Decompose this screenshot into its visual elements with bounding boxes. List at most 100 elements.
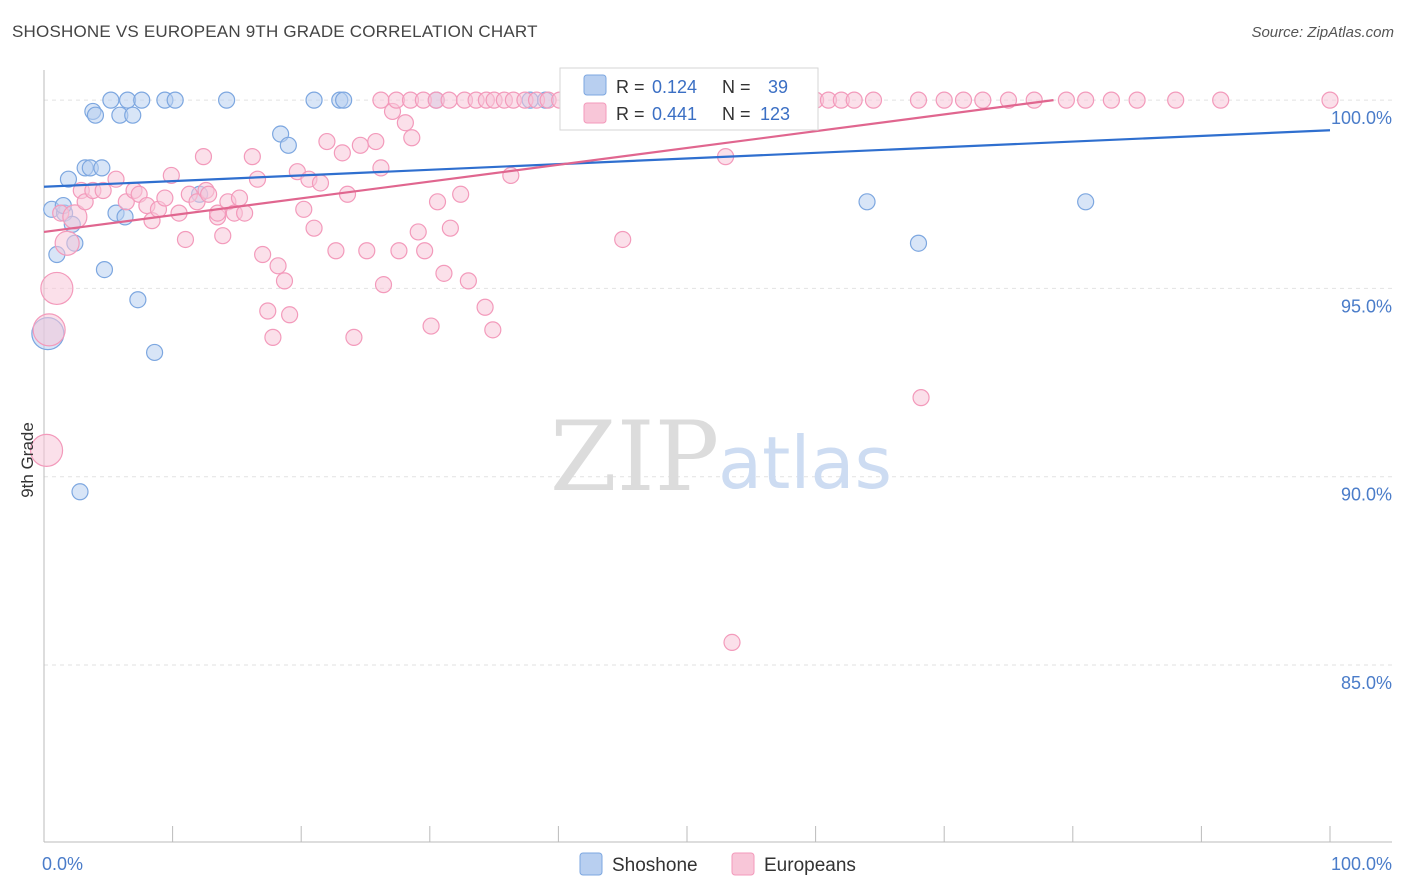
- point-europeans-111: [935, 91, 953, 109]
- point-europeans-36: [259, 302, 277, 320]
- point-europeans-23: [194, 148, 213, 166]
- point-europeans-74: [440, 91, 458, 109]
- point-shoshone-14: [95, 260, 114, 279]
- point-shoshone-29: [279, 136, 297, 154]
- point-europeans-128: [723, 633, 741, 652]
- point-europeans-39: [275, 272, 294, 290]
- point-europeans-52: [358, 242, 376, 260]
- point-europeans-57: [390, 242, 408, 260]
- series-legend-swatch-shoshone: [579, 852, 603, 876]
- legend-n-value-2: 123: [760, 104, 790, 124]
- chart-title: SHOSHONE VS EUROPEAN 9TH GRADE CORRELATI…: [12, 22, 538, 41]
- point-europeans-42: [295, 200, 313, 218]
- point-europeans-65: [441, 219, 459, 237]
- point-europeans-35: [254, 245, 272, 264]
- point-europeans-47: [327, 242, 345, 260]
- point-europeans-33: [243, 148, 261, 166]
- legend-r-value-2: 0.441: [652, 104, 697, 124]
- point-shoshone-23: [145, 343, 164, 362]
- point-shoshone-32: [335, 91, 353, 109]
- point-shoshone-20: [124, 106, 142, 124]
- data-points: [29, 91, 1339, 652]
- point-europeans-60: [409, 223, 427, 241]
- series-legend-swatch-europeans: [731, 852, 755, 876]
- legend-n-label-1: N =: [722, 77, 751, 97]
- point-europeans-121: [1212, 91, 1230, 109]
- point-shoshone-36: [858, 193, 876, 211]
- point-shoshone-37: [909, 234, 928, 252]
- x-tick-label-0: 0.0%: [42, 854, 83, 874]
- point-europeans-25: [200, 185, 218, 203]
- point-europeans-127: [912, 389, 930, 407]
- point-europeans-50: [345, 328, 363, 346]
- point-europeans-69: [372, 91, 390, 109]
- point-shoshone-22: [133, 91, 151, 109]
- x-ticks: 0.0% 100.0%: [42, 826, 1392, 874]
- point-europeans-53: [367, 132, 385, 151]
- point-shoshone-8: [71, 483, 89, 501]
- point-shoshone-30: [305, 91, 323, 109]
- point-shoshone-15: [102, 91, 120, 109]
- point-europeans-67: [459, 272, 477, 290]
- point-europeans-2: [40, 271, 74, 306]
- point-europeans-9: [94, 181, 112, 200]
- watermark-zip: ZIP: [550, 401, 719, 513]
- x-tick-label-1: 100.0%: [1331, 854, 1392, 874]
- trend-lines: [43, 99, 1331, 234]
- point-europeans-117: [1077, 91, 1095, 109]
- point-europeans-49: [338, 185, 357, 203]
- point-europeans-38: [269, 257, 287, 275]
- point-europeans-18: [162, 166, 180, 185]
- point-europeans-1: [32, 313, 66, 347]
- point-europeans-113: [974, 91, 992, 109]
- point-europeans-114: [999, 91, 1018, 109]
- point-europeans-54: [372, 159, 390, 177]
- legend-r-label-1: R =: [616, 77, 645, 97]
- point-europeans-31: [230, 189, 249, 207]
- point-europeans-48: [333, 144, 351, 162]
- point-europeans-45: [311, 174, 330, 192]
- point-europeans-118: [1102, 91, 1120, 109]
- point-europeans-109: [864, 91, 883, 109]
- point-europeans-123: [484, 321, 502, 339]
- point-europeans-66: [452, 185, 470, 203]
- source-label: Source: ZipAtlas.com: [1251, 24, 1394, 41]
- stats-legend: R = 0.124 N = 39 R = 0.441 N = 123: [559, 67, 819, 131]
- legend-r-label-2: R =: [616, 104, 645, 124]
- point-shoshone-27: [218, 91, 236, 109]
- point-europeans-112: [954, 91, 973, 109]
- y-tick-label-2: 90.0%: [1341, 485, 1392, 505]
- point-europeans-55: [374, 276, 393, 294]
- legend-n-label-2: N =: [722, 104, 751, 124]
- y-ticks: 100.0% 95.0% 90.0% 85.0%: [1331, 108, 1392, 693]
- trend-line-shoshone: [43, 129, 1331, 188]
- legend-swatch-shoshone: [583, 74, 607, 96]
- point-europeans-116: [1057, 91, 1075, 109]
- series-legend-label-shoshone: Shoshone: [612, 855, 698, 876]
- y-tick-label-1: 95.0%: [1341, 296, 1392, 316]
- point-europeans-119: [1128, 91, 1146, 109]
- point-europeans-17: [156, 189, 174, 207]
- point-europeans-37: [264, 328, 282, 346]
- y-tick-label-3: 85.0%: [1341, 673, 1392, 693]
- point-europeans-44: [305, 219, 323, 237]
- watermark-atlas: atlas: [718, 421, 892, 505]
- point-europeans-0: [29, 433, 64, 467]
- point-europeans-59: [403, 129, 421, 147]
- point-europeans-120: [1167, 91, 1185, 109]
- point-europeans-61: [416, 242, 434, 260]
- trend-line-europeans: [43, 99, 1054, 234]
- grid-lines: [44, 99, 1392, 666]
- point-shoshone-25: [166, 91, 184, 109]
- y-axis-label: 9th Grade: [18, 422, 37, 498]
- point-europeans-122: [1321, 91, 1339, 109]
- point-europeans-108: [845, 91, 863, 109]
- point-europeans-125: [614, 230, 632, 249]
- point-shoshone-38: [1077, 193, 1095, 211]
- legend-n-value-1: 39: [768, 77, 788, 97]
- legend-swatch-europeans: [583, 102, 607, 124]
- point-europeans-34: [248, 170, 267, 188]
- point-europeans-46: [318, 132, 336, 151]
- point-europeans-51: [351, 136, 369, 154]
